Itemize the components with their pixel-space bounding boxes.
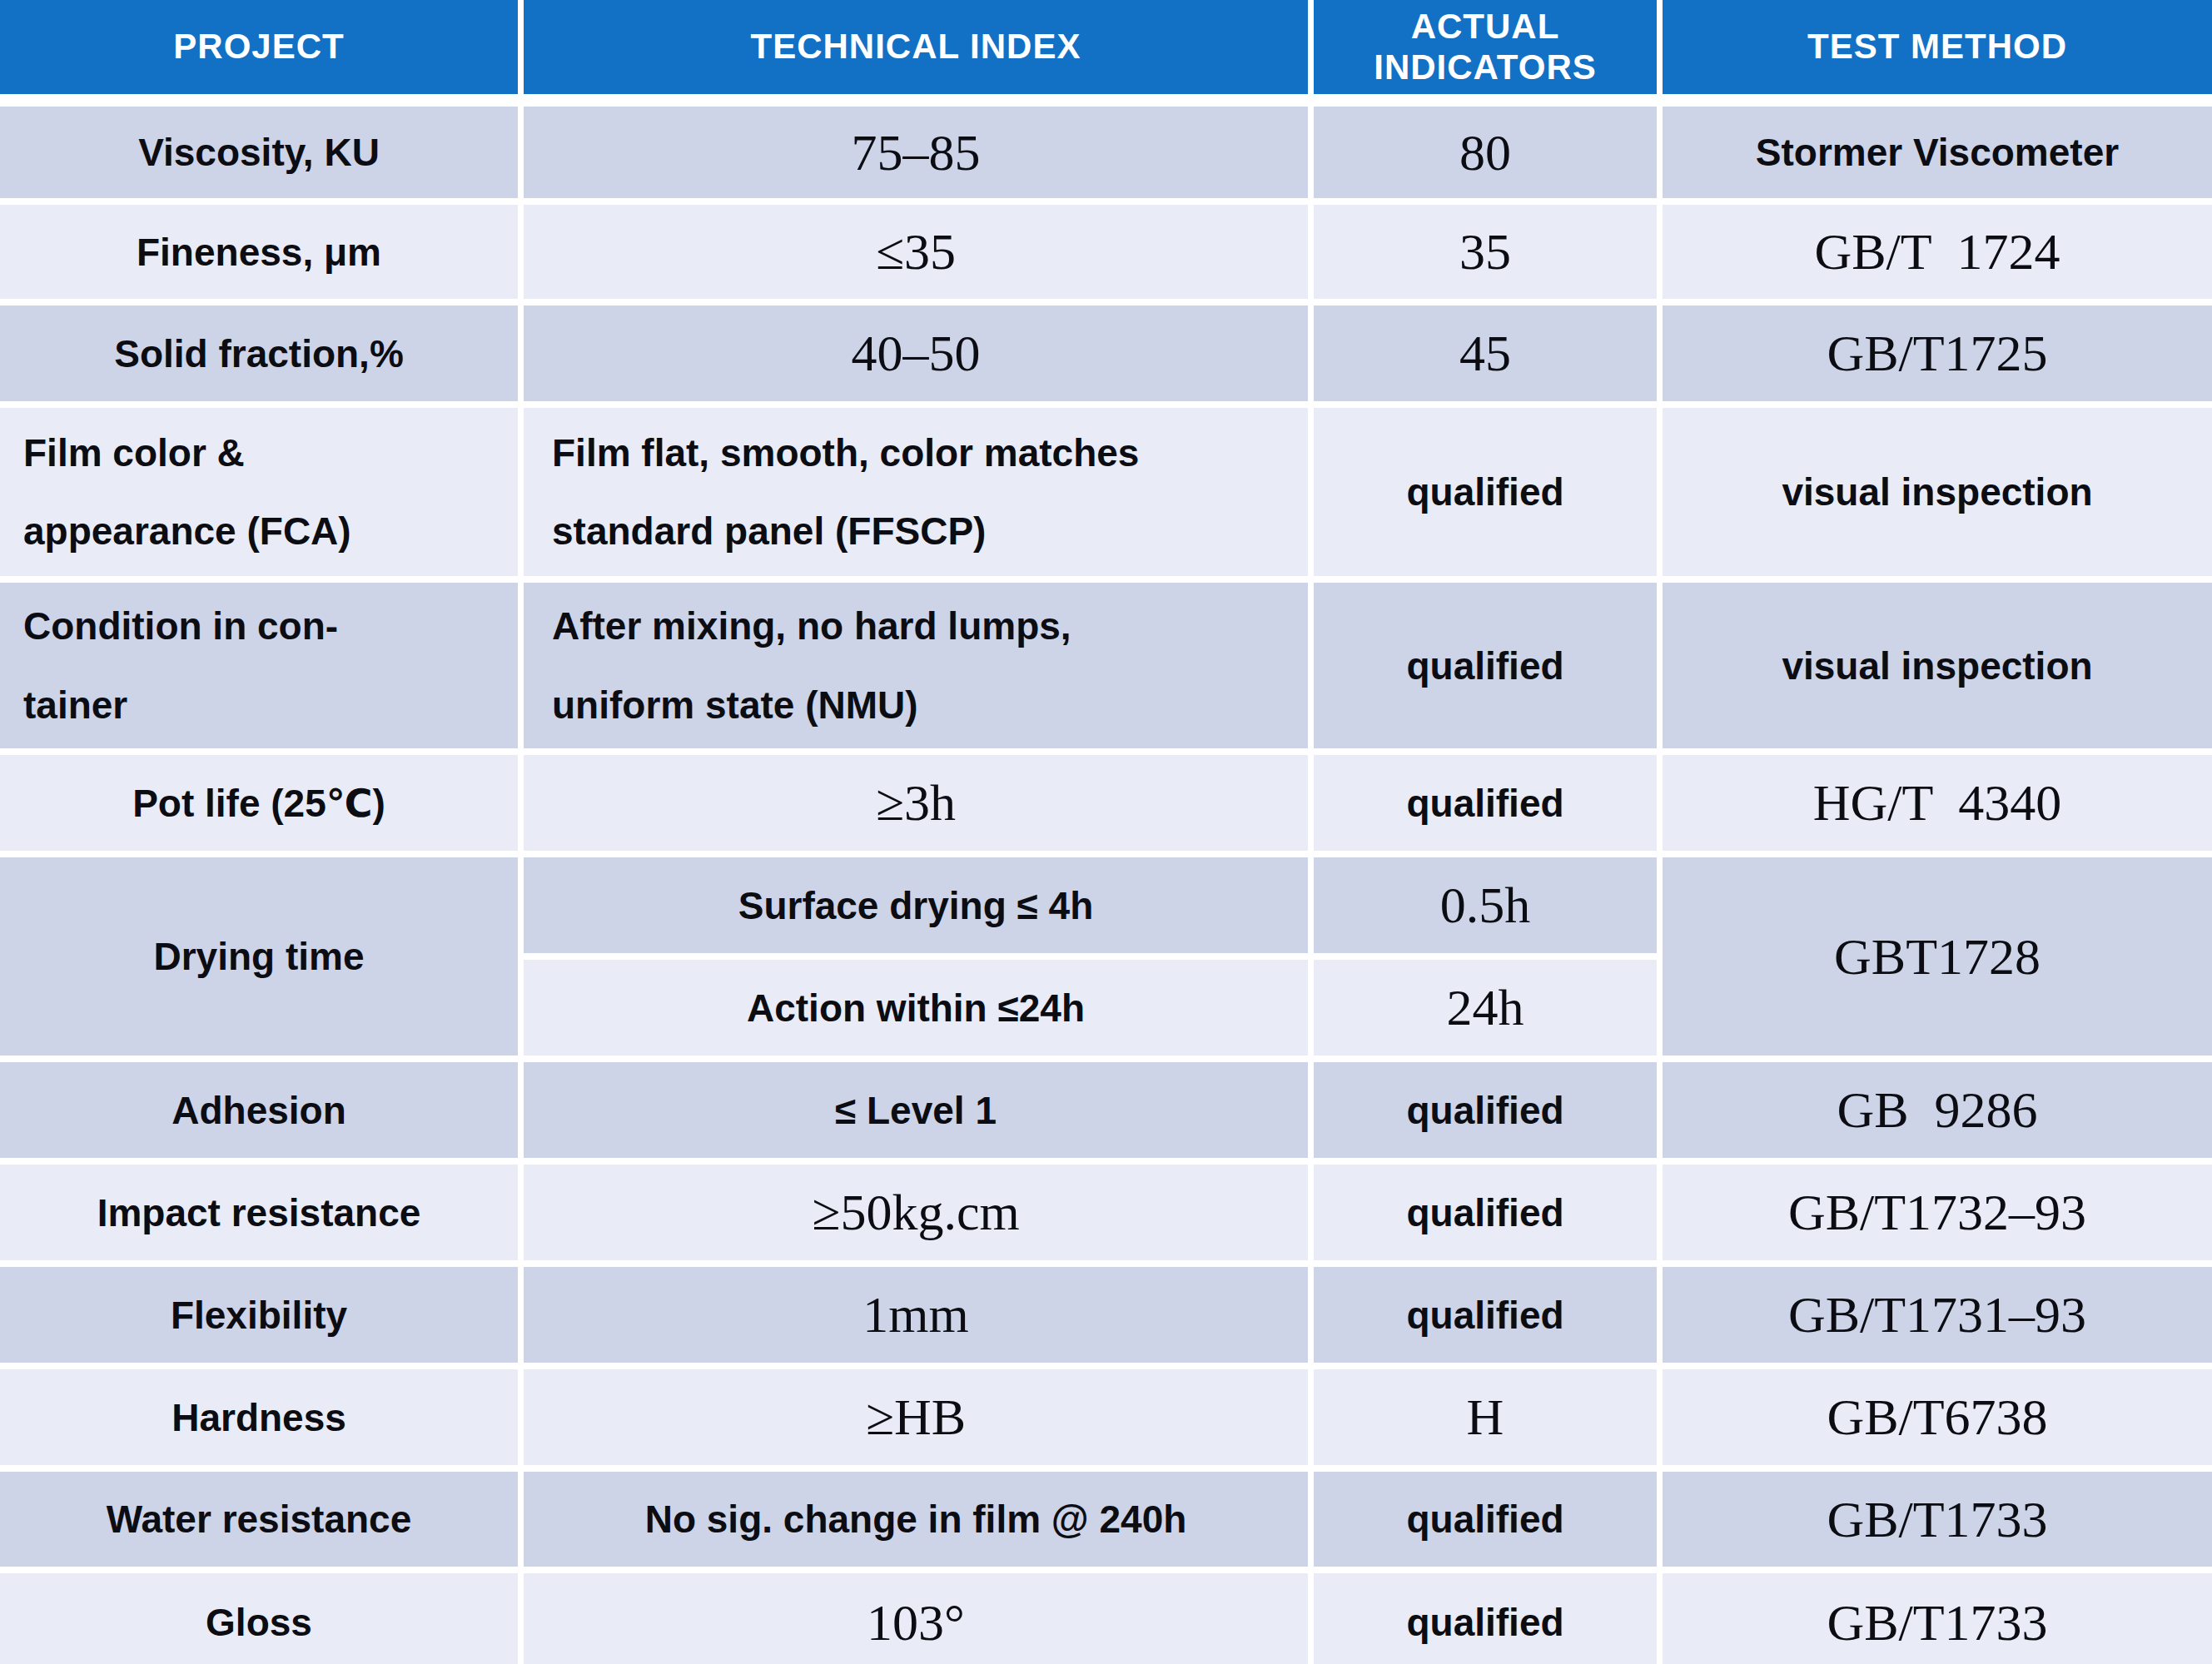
cell-potlife-tech: ≥3h	[524, 755, 1308, 851]
cell-drying-project: Drying time	[0, 857, 518, 1056]
header-test-method: TEST METHOD	[1663, 0, 2212, 100]
cell-viscosity-actual: 80	[1314, 107, 1657, 198]
cell-gloss-method: GB/T1733	[1663, 1573, 2212, 1664]
cell-viscosity-project: Viscosity, KU	[0, 107, 518, 198]
cell-potlife-method: HG/T 4340	[1663, 755, 2212, 851]
row-fineness: Fineness, μm ≤35 35 GB/T 1724	[0, 205, 2212, 299]
cell-viscosity-tech: 75–85	[524, 107, 1308, 198]
cell-viscosity-method: Stormer Viscometer	[1663, 107, 2212, 198]
cell-impact-project: Impact resistance	[0, 1165, 518, 1260]
cell-film-method: visual inspection	[1663, 408, 2212, 576]
header-technical-index: TECHNICAL INDEX	[524, 0, 1308, 100]
cell-hardness-actual: H	[1314, 1369, 1657, 1465]
cell-hardness-method: GB/T6738	[1663, 1369, 2212, 1465]
spec-table: PROJECT TECHNICAL INDEX ACTUAL INDICATOR…	[0, 0, 2212, 1664]
cell-fineness-project: Fineness, μm	[0, 205, 518, 299]
cell-drying-method: GBT1728	[1663, 857, 2212, 1056]
row-viscosity: Viscosity, KU 75–85 80 Stormer Viscomete…	[0, 107, 2212, 198]
cell-flex-tech: 1mm	[524, 1267, 1308, 1363]
cell-impact-actual: qualified	[1314, 1165, 1657, 1260]
cell-flex-actual: qualified	[1314, 1267, 1657, 1363]
cell-condition-tech: After mixing, no hard lumps, uniform sta…	[524, 583, 1308, 748]
cell-gloss-tech: 103°	[524, 1573, 1308, 1664]
cell-solid-tech: 40–50	[524, 305, 1308, 401]
row-drying-surface: Drying time Surface drying ≤ 4h 0.5h GBT…	[0, 857, 2212, 953]
cell-adhesion-project: Adhesion	[0, 1062, 518, 1158]
cell-condition-project: Condition in con- tainer	[0, 583, 518, 748]
cell-adhesion-tech: ≤ Level 1	[524, 1062, 1308, 1158]
cell-film-tech: Film flat, smooth, color matches standar…	[524, 408, 1308, 576]
row-gloss: Gloss 103° qualified GB/T1733	[0, 1573, 2212, 1664]
cell-impact-tech: ≥50kg.cm	[524, 1165, 1308, 1260]
header-actual-indicators: ACTUAL INDICATORS	[1314, 0, 1657, 100]
cell-hardness-tech: ≥HB	[524, 1369, 1308, 1465]
row-hardness: Hardness ≥HB H GB/T6738	[0, 1369, 2212, 1465]
cell-flex-method: GB/T1731–93	[1663, 1267, 2212, 1363]
cell-condition-method: visual inspection	[1663, 583, 2212, 748]
row-adhesion: Adhesion ≤ Level 1 qualified GB 9286	[0, 1062, 2212, 1158]
cell-water-tech: No sig. change in film @ 240h	[524, 1472, 1308, 1567]
row-film-color: Film color & appearance (FCA) Film flat,…	[0, 408, 2212, 576]
cell-hardness-project: Hardness	[0, 1369, 518, 1465]
cell-potlife-project: Pot life (25℃)	[0, 755, 518, 851]
header-project: PROJECT	[0, 0, 518, 100]
cell-impact-method: GB/T1732–93	[1663, 1165, 2212, 1260]
cell-solid-project: Solid fraction,%	[0, 305, 518, 401]
cell-drying-action-tech: Action within ≤24h	[524, 960, 1308, 1056]
cell-film-project: Film color & appearance (FCA)	[0, 408, 518, 576]
cell-fineness-actual: 35	[1314, 205, 1657, 299]
cell-drying-action-actual: 24h	[1314, 960, 1657, 1056]
cell-solid-method: GB/T1725	[1663, 305, 2212, 401]
cell-condition-actual: qualified	[1314, 583, 1657, 748]
cell-fineness-method: GB/T 1724	[1663, 205, 2212, 299]
cell-adhesion-actual: qualified	[1314, 1062, 1657, 1158]
header-row: PROJECT TECHNICAL INDEX ACTUAL INDICATOR…	[0, 0, 2212, 100]
row-condition: Condition in con- tainer After mixing, n…	[0, 583, 2212, 748]
cell-adhesion-method: GB 9286	[1663, 1062, 2212, 1158]
row-impact: Impact resistance ≥50kg.cm qualified GB/…	[0, 1165, 2212, 1260]
row-pot-life: Pot life (25℃) ≥3h qualified HG/T 4340	[0, 755, 2212, 851]
cell-solid-actual: 45	[1314, 305, 1657, 401]
cell-fineness-tech: ≤35	[524, 205, 1308, 299]
cell-flex-project: Flexibility	[0, 1267, 518, 1363]
row-flexibility: Flexibility 1mm qualified GB/T1731–93	[0, 1267, 2212, 1363]
cell-drying-surface-actual: 0.5h	[1314, 857, 1657, 953]
cell-water-actual: qualified	[1314, 1472, 1657, 1567]
cell-gloss-actual: qualified	[1314, 1573, 1657, 1664]
cell-water-project: Water resistance	[0, 1472, 518, 1567]
cell-film-actual: qualified	[1314, 408, 1657, 576]
cell-potlife-actual: qualified	[1314, 755, 1657, 851]
cell-water-method: GB/T1733	[1663, 1472, 2212, 1567]
cell-gloss-project: Gloss	[0, 1573, 518, 1664]
cell-drying-surface-tech: Surface drying ≤ 4h	[524, 857, 1308, 953]
row-solid-fraction: Solid fraction,% 40–50 45 GB/T1725	[0, 305, 2212, 401]
spec-sheet-page: PROJECT TECHNICAL INDEX ACTUAL INDICATOR…	[0, 0, 2212, 1664]
row-water-resistance: Water resistance No sig. change in film …	[0, 1472, 2212, 1567]
